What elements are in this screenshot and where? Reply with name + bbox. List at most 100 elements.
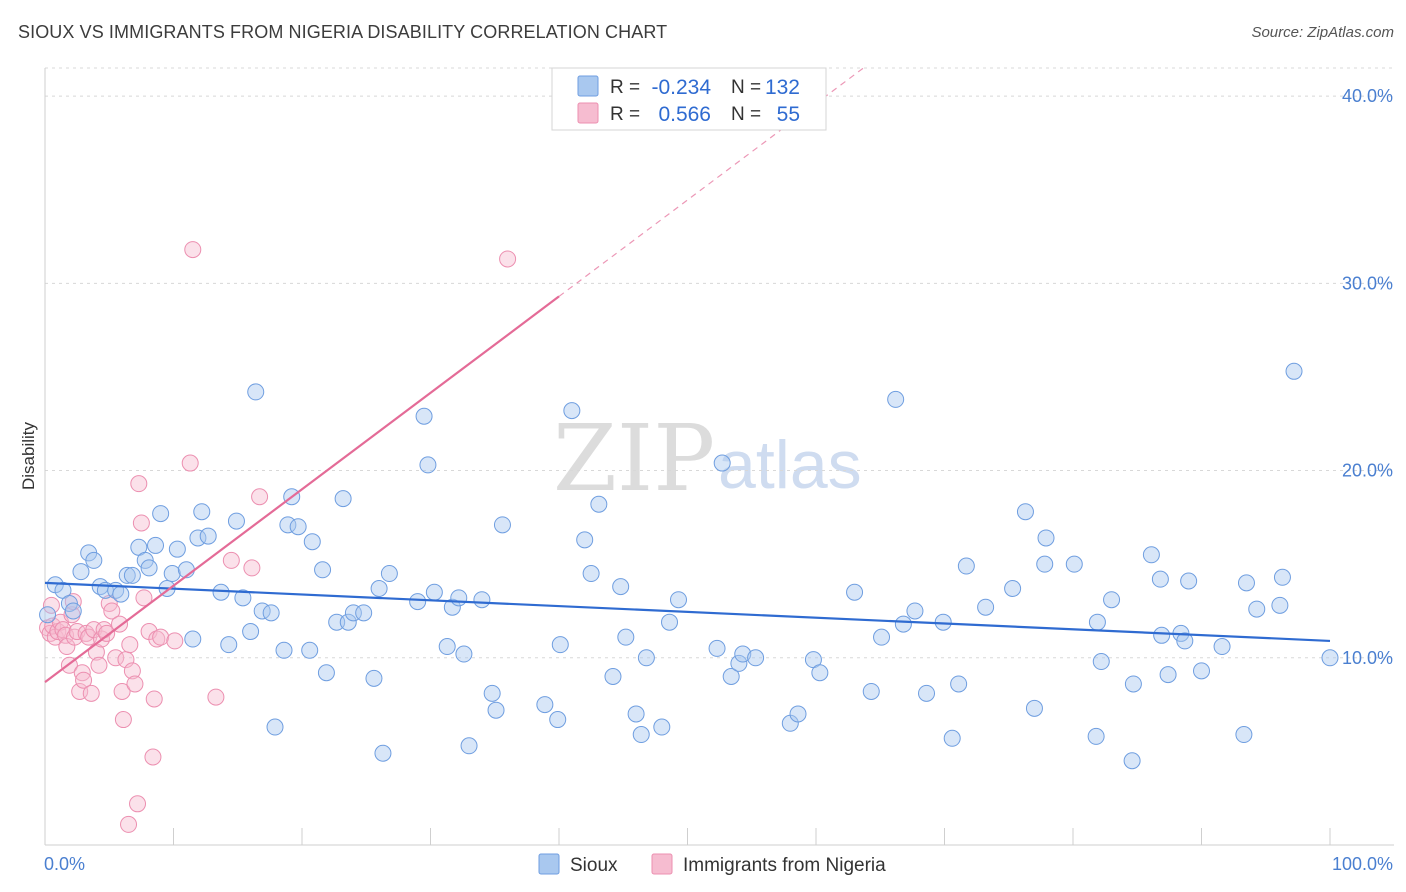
sioux-point-40 — [303, 533, 321, 551]
x-tick-label-min: 0.0% — [44, 854, 85, 874]
nigeria-point-45 — [166, 632, 184, 650]
nigeria-point-54 — [42, 596, 60, 614]
sioux-point-39 — [301, 641, 319, 659]
y-axis-labels: 10.0% 20.0% 30.0% 40.0% — [1342, 86, 1393, 668]
sioux-point-64 — [493, 516, 511, 534]
sioux-point-10 — [112, 585, 130, 603]
sioux-point-54 — [419, 456, 437, 474]
nigeria-point-38 — [132, 514, 150, 532]
series-legend-label-sioux: Sioux — [570, 855, 618, 876]
sioux-point-75 — [627, 705, 645, 723]
sioux-point-122 — [1193, 662, 1210, 680]
sioux-points — [39, 362, 1339, 770]
sioux-point-129 — [1285, 362, 1303, 380]
sioux-point-95 — [894, 615, 912, 633]
sioux-point-91 — [846, 583, 864, 601]
sioux-point-71 — [590, 495, 608, 513]
sioux-point-83 — [722, 667, 740, 685]
nigeria-point-39 — [135, 589, 153, 607]
sioux-point-28 — [227, 512, 245, 530]
nigeria-point-46 — [181, 454, 199, 472]
sioux-point-34 — [266, 718, 284, 736]
y-tick-label-30: 30.0% — [1342, 273, 1393, 293]
nigeria-point-26 — [103, 602, 121, 620]
sioux-point-96 — [906, 602, 924, 620]
nigeria-point-49 — [222, 551, 240, 569]
sioux-point-118 — [1159, 666, 1177, 684]
sioux-point-19 — [163, 565, 181, 583]
sioux-point-31 — [247, 383, 265, 401]
nigeria-point-42 — [145, 690, 163, 708]
sioux-point-78 — [653, 718, 671, 736]
nigeria-point-35 — [126, 675, 144, 693]
sioux-point-105 — [1025, 699, 1043, 717]
trend-lines — [44, 67, 1331, 683]
sioux-point-65 — [536, 696, 554, 714]
sioux-point-79 — [661, 613, 679, 631]
sioux-point-107 — [1037, 529, 1055, 547]
nigeria-point-52 — [499, 250, 517, 268]
sioux-point-33 — [262, 604, 280, 622]
nigeria-point-21 — [90, 656, 108, 674]
sioux-point-88 — [789, 705, 807, 723]
sioux-point-72 — [604, 667, 622, 685]
sioux-point-85 — [734, 645, 752, 663]
sioux-point-116 — [1151, 570, 1169, 588]
sioux-point-17 — [152, 505, 170, 523]
legend-n-value-2: 55 — [777, 103, 800, 126]
sioux-point-120 — [1176, 632, 1194, 650]
sioux-point-123 — [1213, 638, 1231, 656]
sioux-point-80 — [670, 591, 688, 609]
series-legend: Sioux Immigrants from Nigeria — [538, 853, 886, 876]
correlation-legend: R = -0.234 N = 132 R = 0.566 N = 55 — [551, 67, 827, 131]
sioux-point-124 — [1235, 726, 1253, 744]
legend-r-label-2: R = — [610, 104, 640, 125]
sioux-point-15 — [140, 559, 158, 577]
sioux-point-126 — [1248, 600, 1266, 618]
sioux-point-110 — [1088, 613, 1106, 631]
sioux-point-73 — [612, 578, 630, 596]
sioux-point-113 — [1123, 752, 1141, 770]
nigeria-point-30 — [114, 711, 132, 729]
y-axis-title: Disability — [19, 421, 38, 490]
sioux-point-121 — [1180, 572, 1198, 590]
sioux-point-69 — [576, 531, 594, 549]
sioux-point-115 — [1142, 546, 1160, 564]
sioux-point-102 — [977, 598, 995, 616]
sioux-point-62 — [483, 684, 501, 702]
sioux-point-44 — [334, 490, 352, 508]
series-legend-swatch-nigeria — [651, 853, 673, 875]
sioux-point-12 — [123, 566, 141, 584]
nigeria-point-27 — [107, 649, 125, 667]
sioux-point-57 — [443, 598, 461, 616]
sioux-point-3 — [64, 602, 82, 620]
sioux-point-6 — [85, 551, 103, 569]
sioux-point-35 — [275, 641, 293, 659]
legend-n-label-2: N = — [731, 104, 761, 125]
sioux-point-23 — [189, 529, 207, 547]
y-tick-label-20: 20.0% — [1342, 461, 1393, 481]
nigeria-point-44 — [152, 628, 170, 646]
y-tick-label-40: 40.0% — [1342, 86, 1393, 106]
sioux-point-29 — [234, 589, 252, 607]
sioux-point-59 — [455, 645, 473, 663]
sioux-point-127 — [1271, 596, 1289, 614]
sioux-point-30 — [242, 623, 260, 641]
sioux-point-99 — [943, 729, 961, 747]
sioux-point-38 — [289, 518, 307, 536]
legend-r-label-1: R = — [610, 77, 640, 98]
sioux-point-97 — [918, 684, 936, 702]
legend-r-value-1: -0.234 — [651, 76, 711, 99]
sioux-point-53 — [415, 407, 433, 425]
nigeria-point-18 — [82, 684, 100, 702]
sioux-point-50 — [374, 744, 392, 762]
sioux-point-100 — [950, 675, 968, 693]
sioux-point-108 — [1065, 555, 1083, 573]
sioux-point-81 — [708, 639, 726, 657]
sioux-point-47 — [355, 604, 373, 622]
sioux-point-63 — [487, 701, 505, 719]
sioux-point-48 — [365, 669, 383, 687]
sioux-point-77 — [637, 649, 655, 667]
sioux-point-94 — [887, 390, 905, 408]
chart-title: SIOUX VS IMMIGRANTS FROM NIGERIA DISABIL… — [18, 22, 668, 42]
